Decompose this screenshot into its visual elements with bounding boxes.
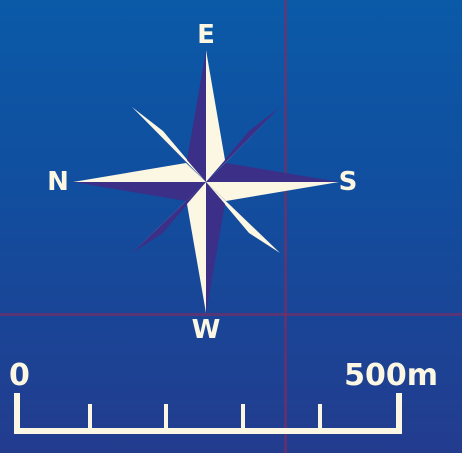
grid-line-vertical: [284, 0, 287, 453]
scale-start-label: 0: [9, 358, 30, 393]
scale-end-tick-left: [14, 393, 20, 434]
scale-end-tick-right: [396, 393, 402, 434]
scale-baseline: [14, 428, 402, 434]
compass-label-right: S: [338, 167, 358, 197]
compass-diagonal-points: [132, 107, 280, 253]
scale-tick: [88, 404, 92, 430]
compass-label-top: E: [197, 20, 215, 50]
scale-tick: [241, 404, 245, 430]
grid-line-horizontal: [0, 313, 462, 316]
compass-main-points: [73, 50, 339, 313]
compass-label-left: N: [47, 167, 69, 197]
compass-label-bottom: W: [191, 315, 221, 345]
scale-tick: [164, 404, 168, 430]
scale-tick: [318, 404, 322, 430]
scale-end-label: 500m: [344, 358, 438, 393]
